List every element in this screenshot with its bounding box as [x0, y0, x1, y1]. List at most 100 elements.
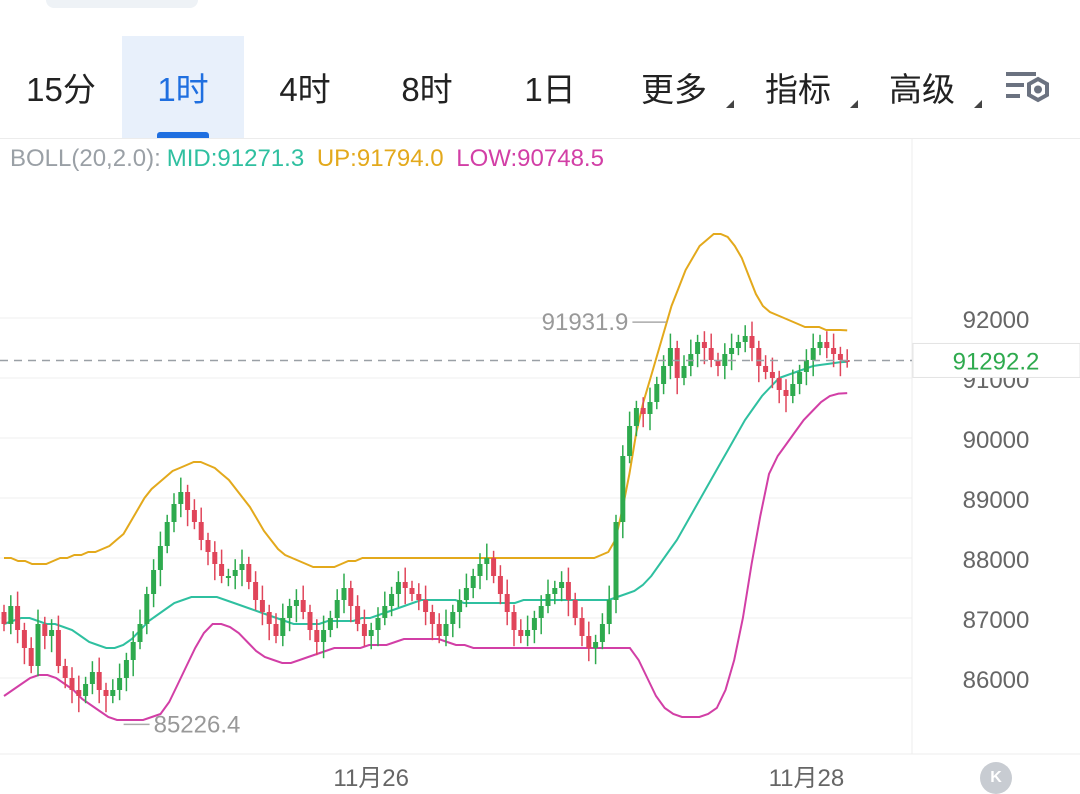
candle-body — [334, 600, 340, 618]
candle-body — [395, 582, 401, 594]
candle-body — [810, 348, 816, 360]
candle-body — [620, 456, 626, 522]
y-tick-label: 89000 — [963, 487, 1030, 514]
candle-body — [341, 588, 347, 600]
candle-body — [661, 366, 667, 384]
candle-body — [443, 624, 449, 636]
tab-1[interactable]: 1时 — [122, 36, 244, 138]
candle-body — [708, 348, 714, 360]
candle-body — [647, 402, 653, 414]
candle-body — [722, 354, 728, 366]
candle-body — [824, 342, 830, 348]
candle-body — [1, 612, 7, 624]
candle-body — [157, 546, 163, 570]
tab-label: 指标 — [765, 71, 831, 108]
candle-body — [21, 630, 27, 648]
tab-label: 高级 — [889, 71, 955, 108]
candle-body — [552, 588, 558, 594]
candle-body — [470, 576, 476, 588]
candle-body — [776, 378, 782, 390]
candle-body — [803, 360, 809, 372]
candle-body — [300, 600, 306, 612]
candle-body — [287, 606, 293, 618]
candle-body — [191, 510, 197, 522]
tab-7[interactable]: 高级 — [860, 36, 984, 138]
candle-body — [293, 600, 299, 606]
tab-3[interactable]: 8时 — [366, 36, 488, 138]
current-price-box — [912, 342, 1080, 378]
candle-body — [49, 630, 55, 636]
candle-body — [525, 630, 531, 636]
candle-body — [110, 690, 116, 696]
candle-body — [103, 690, 109, 696]
current-price-label: 91292.2 — [953, 348, 1040, 375]
tab-5[interactable]: 更多 — [612, 36, 736, 138]
candlestick-chart[interactable]: 9200091000900008900088000870008600011月26… — [0, 139, 1080, 793]
tab-2[interactable]: 4时 — [244, 36, 366, 138]
y-tick-label: 90000 — [963, 427, 1030, 454]
candle-body — [8, 606, 14, 624]
candle-body — [565, 582, 571, 600]
top-panel-edge — [46, 0, 198, 8]
candle-body — [742, 336, 748, 342]
candle-body — [55, 630, 61, 666]
candle-body — [640, 408, 646, 414]
candle-body — [572, 600, 578, 618]
candle-body — [137, 624, 143, 642]
boll-mid-value: MID:91271.3 — [166, 145, 305, 172]
candle-body — [613, 522, 619, 600]
chart-settings-icon — [1006, 72, 1049, 103]
candle-body — [368, 630, 374, 636]
candle-body — [389, 594, 395, 606]
candle-body — [225, 576, 231, 578]
y-tick-label: 86000 — [963, 667, 1030, 694]
candle-body — [545, 594, 551, 606]
boll-name: BOLL(20,2.0): — [10, 145, 161, 172]
candle-body — [28, 648, 34, 666]
candle-body — [831, 348, 837, 354]
candle-body — [729, 348, 735, 354]
tabbar-divider — [0, 138, 1080, 139]
candle-body — [497, 576, 503, 594]
y-tick-label: 87000 — [963, 607, 1030, 634]
candle-body — [627, 426, 633, 456]
candle-body — [314, 630, 320, 642]
candle-body — [273, 624, 279, 636]
tab-0[interactable]: 15分 — [0, 36, 122, 138]
candle-body — [457, 600, 463, 612]
chart-settings-button[interactable] — [1000, 66, 1056, 112]
candle-body — [599, 624, 605, 642]
candle-body — [735, 342, 741, 348]
candle-body — [382, 606, 388, 618]
candle-body — [436, 624, 442, 636]
candle-body — [538, 606, 544, 618]
candle-body — [375, 618, 381, 630]
candle-body — [817, 342, 823, 348]
chart-toggle-button[interactable]: K — [980, 762, 1012, 794]
candle-body — [504, 594, 510, 612]
candle-body — [42, 624, 48, 636]
candle-body — [749, 336, 755, 348]
candle-body — [280, 618, 286, 636]
tab-6[interactable]: 指标 — [736, 36, 860, 138]
candle-body — [35, 624, 41, 666]
candle-body — [355, 606, 361, 624]
candle-body — [212, 552, 218, 564]
candle-body — [69, 678, 75, 690]
dropdown-caret-icon — [974, 100, 982, 108]
candle-body — [348, 588, 354, 606]
candle-body — [695, 342, 701, 354]
boll-indicator-legend: BOLL(20,2.0): MID:91271.3 UP:91794.0 LOW:… — [10, 145, 610, 173]
candle-body — [579, 618, 585, 636]
candle-body — [593, 642, 599, 648]
candle-body — [511, 612, 517, 630]
boll-low-value: LOW:90748.5 — [456, 145, 604, 172]
y-tick-label: 92000 — [963, 307, 1030, 334]
candle-body — [681, 366, 687, 378]
candle-body — [463, 588, 469, 600]
boll-up-value: UP:91794.0 — [316, 145, 444, 172]
tab-4[interactable]: 1日 — [488, 36, 612, 138]
candle-body — [763, 366, 769, 372]
candle-body — [239, 564, 245, 570]
tab-label: 15分 — [26, 71, 96, 108]
